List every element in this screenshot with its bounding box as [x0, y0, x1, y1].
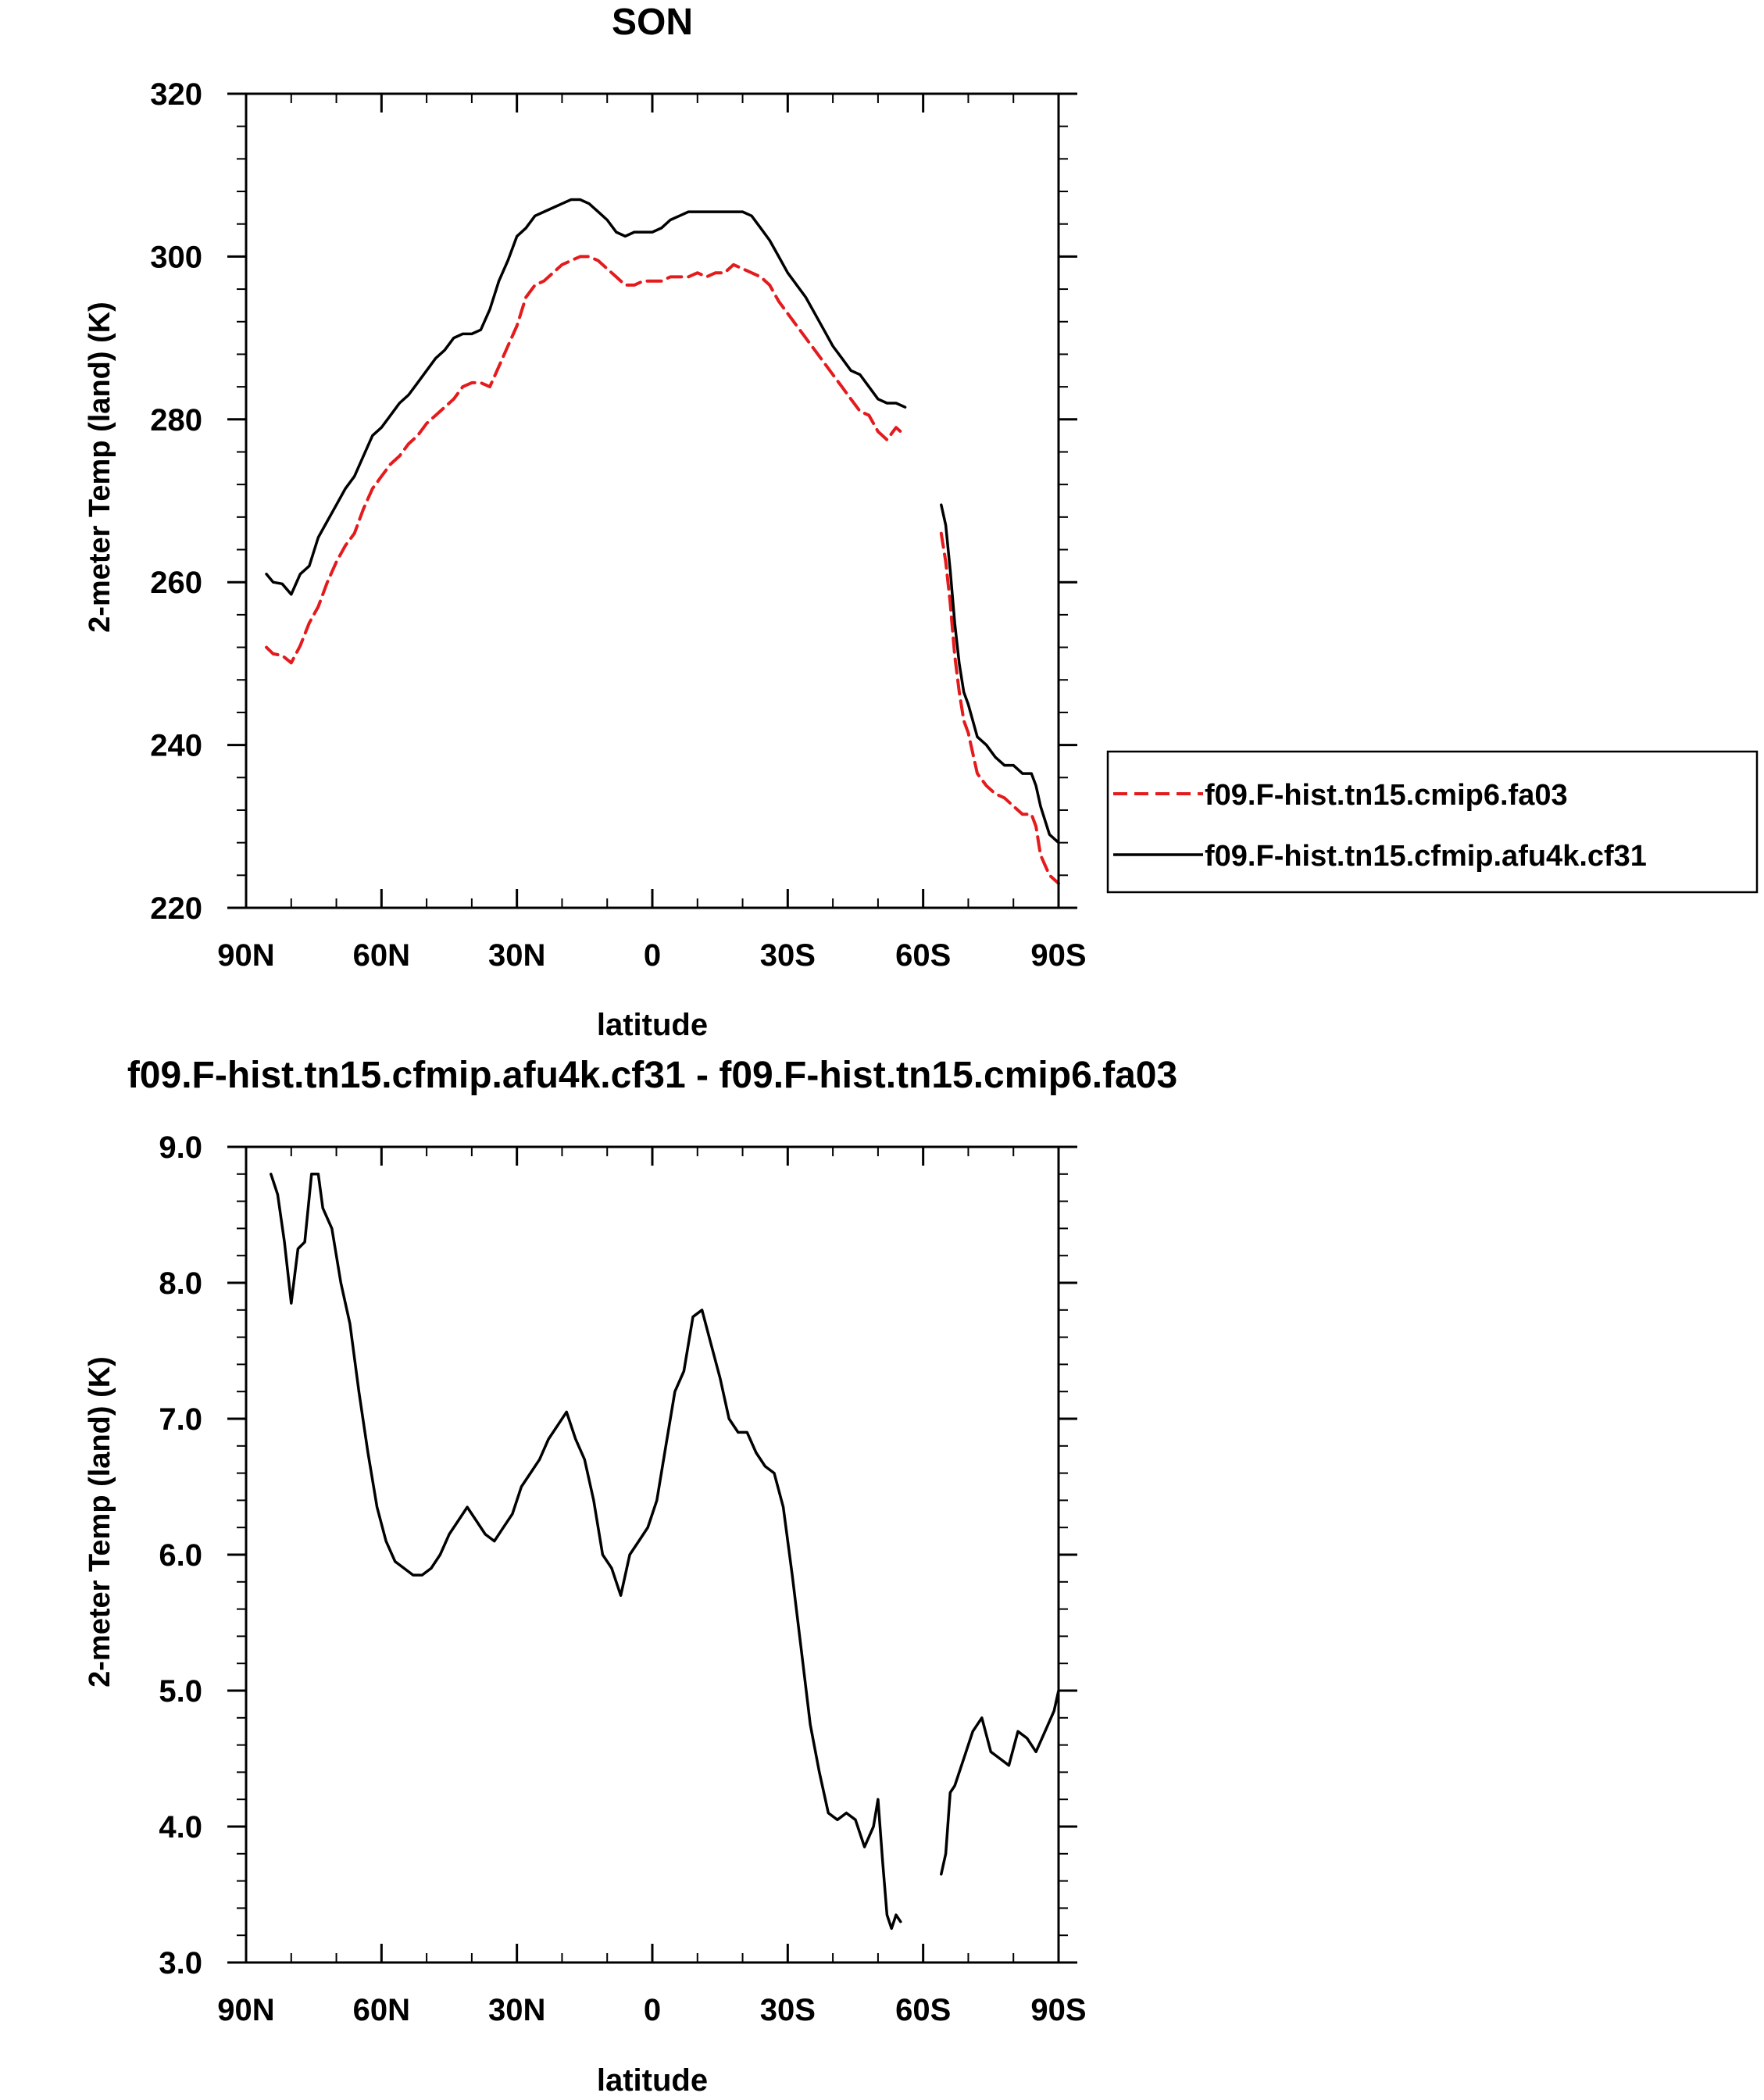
top-chart-title: SON — [612, 2, 693, 43]
bottom-chart-xtick-label: 90N — [217, 1993, 274, 2027]
top-chart-xlabel: latitude — [597, 1008, 708, 1042]
top-chart-frame — [245, 92, 1060, 909]
bottom-chart-ticks: 90N 60N 30N 0 30S 60S 90S 3.0 4.0 5.0 6.0 7.0 8.0 9.0 — [159, 1130, 1086, 2027]
bottom-chart-ytick-label: 6.0 — [159, 1538, 202, 1573]
top-chart-ytick-label: 300 — [150, 240, 202, 274]
top-chart-series-2-line-segment-2 — [940, 503, 1060, 845]
top-chart-ytick-label: 280 — [150, 403, 202, 438]
bottom-chart-xtick-label: 30N — [488, 1993, 545, 2027]
top-chart-ytick-label: 240 — [150, 729, 202, 763]
bottom-chart-ytick-label: 9.0 — [159, 1130, 202, 1165]
top-chart-xtick-label: 90S — [1030, 938, 1086, 973]
legend: f09.F-hist.tn15.cmip6.fa03 f09.F-hist.tn… — [1106, 750, 1759, 894]
top-chart-ylabel: 2-meter Temp (land) (K) — [84, 302, 116, 633]
legend-label-series-1: f09.F-hist.tn15.cmip6.fa03 — [1205, 779, 1568, 812]
bottom-chart-frame — [245, 1145, 1060, 1964]
top-chart-xtick-label: 30S — [760, 938, 816, 973]
top-chart-xtick-label: 30N — [488, 938, 545, 973]
bottom-chart-ytick-label: 7.0 — [159, 1402, 202, 1437]
bottom-chart-ytick-label: 5.0 — [159, 1674, 202, 1709]
top-chart-series-2-line-segment-1 — [265, 198, 907, 596]
bottom-chart-ylabel: 2-meter Temp (land) (K) — [84, 1356, 116, 1688]
bottom-chart-xtick-label: 30S — [760, 1993, 816, 2027]
top-chart-ticks: 90N 60N 30N 0 30S 60S 90S 220 240 260 280 300 320 — [150, 77, 1086, 973]
top-chart-series-1-line-segment-2 — [939, 531, 1060, 885]
bottom-chart-ytick-label: 3.0 — [159, 1946, 202, 1980]
bottom-chart-xtick-label: 0 — [644, 1993, 661, 2027]
top-chart-series — [265, 198, 1060, 885]
bottom-chart-xtick-label: 60S — [895, 1993, 951, 2027]
bottom-chart-ytick-label: 8.0 — [159, 1266, 202, 1301]
bottom-chart-xtick-label: 60N — [353, 1993, 410, 2027]
top-chart-series-1-line-segment-1 — [265, 255, 907, 665]
bottom-chart-series-1-line-segment-2 — [940, 1689, 1060, 1876]
top-chart-ytick-label: 320 — [150, 77, 202, 112]
top-chart-panel: SON 2-meter Temp (land) (K) latitude 90N… — [84, 2, 1759, 1042]
bottom-chart-panel: f09.F-hist.tn15.cfmip.afu4k.cf31 - f09.F… — [84, 1055, 1177, 2098]
top-chart-ytick-label: 220 — [150, 891, 202, 926]
top-chart-xtick-label: 60N — [353, 938, 410, 973]
top-chart-xtick-label: 60S — [895, 938, 951, 973]
legend-box — [1106, 750, 1759, 894]
top-chart-xtick-label: 0 — [644, 938, 661, 973]
top-chart-ytick-label: 260 — [150, 566, 202, 600]
bottom-chart-ytick-label: 4.0 — [159, 1810, 202, 1845]
bottom-chart-series — [270, 1173, 1060, 1930]
legend-label-series-2: f09.F-hist.tn15.cfmip.afu4k.cf31 — [1205, 840, 1647, 873]
bottom-chart-xlabel: latitude — [597, 2063, 708, 2098]
bottom-chart-title: f09.F-hist.tn15.cfmip.afu4k.cf31 - f09.F… — [127, 1055, 1177, 1096]
top-chart-xtick-label: 90N — [217, 938, 274, 973]
bottom-chart-xtick-label: 90S — [1030, 1993, 1086, 2027]
bottom-chart-series-1-line-segment-1 — [270, 1173, 902, 1930]
